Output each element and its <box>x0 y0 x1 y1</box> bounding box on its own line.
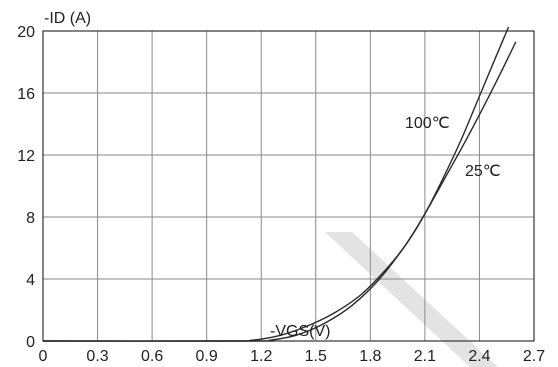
x-tick-label: 1.8 <box>359 348 381 365</box>
x-tick-label: 2.7 <box>523 348 545 365</box>
series-label-25c: 25℃ <box>465 163 501 180</box>
x-tick-label: 0.6 <box>141 348 163 365</box>
x-tick-label: 2.1 <box>414 348 436 365</box>
y-tick-label: 16 <box>17 86 35 103</box>
y-tick-label: 20 <box>17 24 35 41</box>
y-tick-label: 4 <box>26 272 35 289</box>
series-label-100c: 100℃ <box>405 115 450 132</box>
y-tick-label: 0 <box>26 334 35 351</box>
x-tick-label: 1.2 <box>250 348 272 365</box>
y-tick-labels: 0 4 8 12 16 20 <box>17 24 35 351</box>
grid-lines <box>42 30 535 342</box>
x-tick-label: 0 <box>39 348 48 365</box>
y-tick-label: 12 <box>17 148 35 165</box>
y-axis-label: -ID (A) <box>44 10 91 27</box>
curve-100c <box>42 26 510 342</box>
y-tick-label: 8 <box>26 210 35 227</box>
curve-25c <box>42 41 517 342</box>
x-tick-label: 0.9 <box>196 348 218 365</box>
curves <box>42 26 517 342</box>
x-axis-label: -VGS(V) <box>270 323 330 340</box>
x-tick-label: 2.4 <box>468 348 490 365</box>
plot-frame <box>42 30 535 342</box>
x-tick-labels: 0 0.3 0.6 0.9 1.2 1.5 1.8 2.1 2.4 2.7 <box>39 348 546 365</box>
x-tick-label: 0.3 <box>86 348 108 365</box>
watermark-stripe <box>325 232 498 367</box>
x-tick-label: 1.5 <box>305 348 327 365</box>
